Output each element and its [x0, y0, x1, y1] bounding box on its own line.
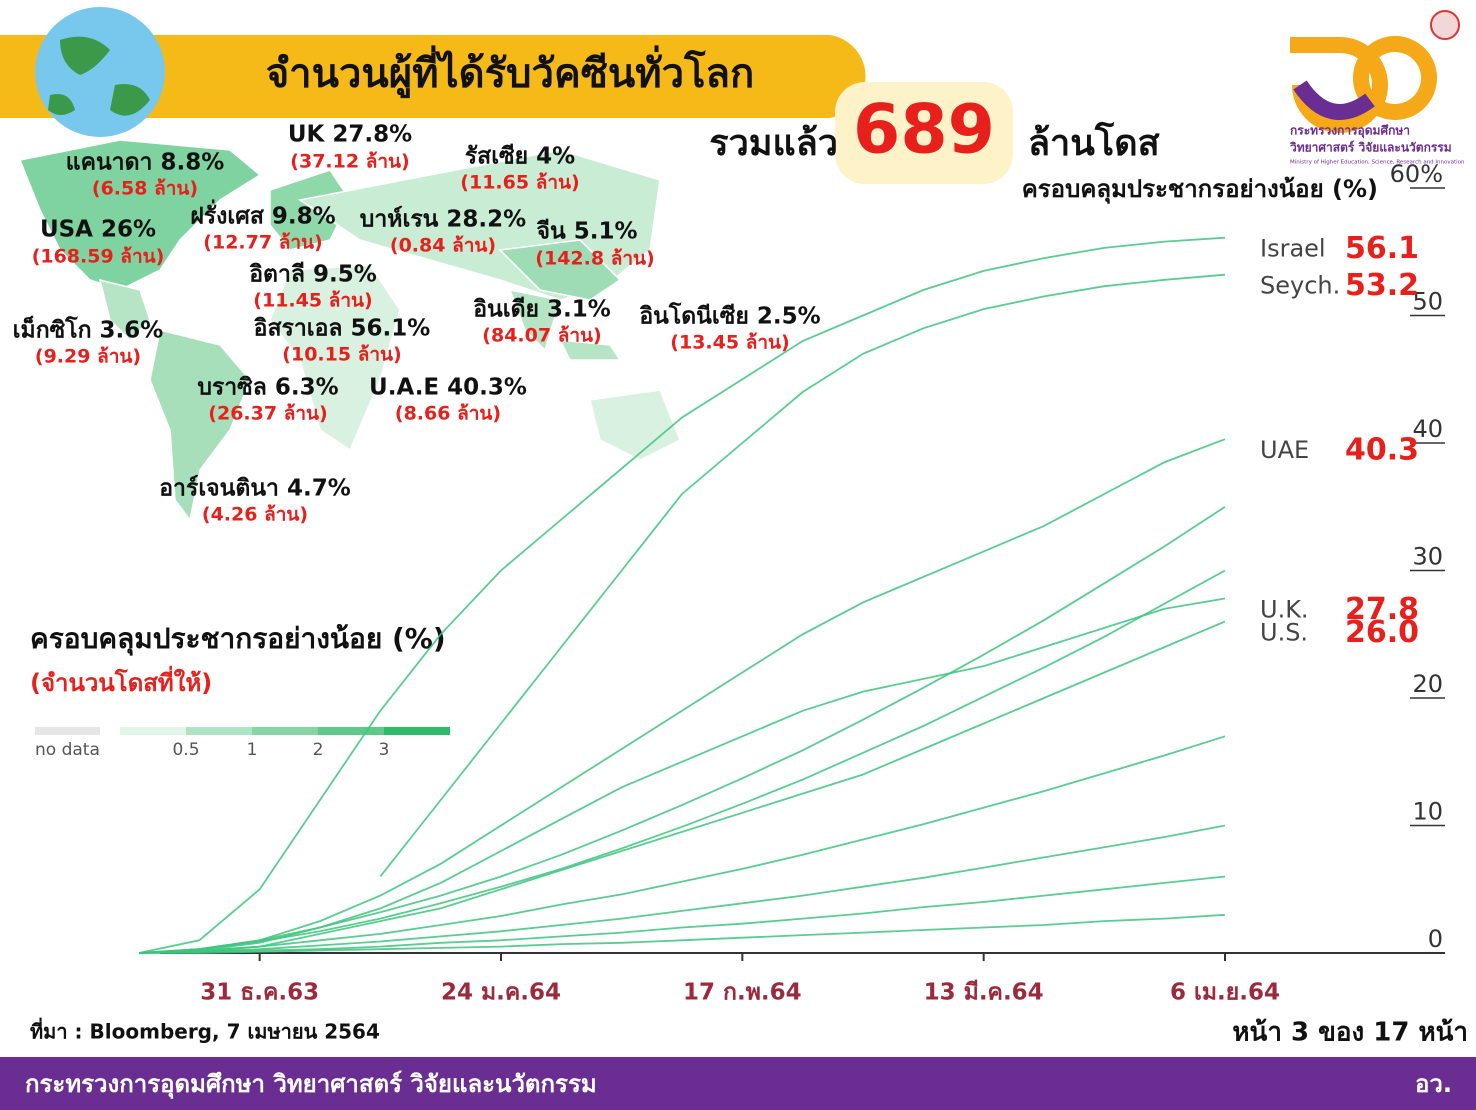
- series-name-label: Seych.: [1260, 272, 1340, 300]
- map-dose-label: (4.26 ล้าน): [202, 504, 308, 526]
- legend-tick: 1: [247, 740, 258, 760]
- footer-ministry: กระทรวงการอุดมศึกษา วิทยาศาสตร์ วิจัยและ…: [25, 1070, 597, 1100]
- map-country-label: USA 26%: [40, 217, 156, 243]
- map-dose-label: (37.12 ล้าน): [290, 151, 409, 173]
- legend-swatch: [252, 727, 318, 735]
- map-country-label: U.A.E 40.3%: [369, 375, 527, 401]
- map-country-label: อินโดนีเซีย 2.5%: [639, 302, 820, 330]
- legend-title: ครอบคลุมประชากรอย่างน้อย (%): [30, 622, 446, 656]
- map-dose-label: (9.29 ล้าน): [35, 346, 141, 368]
- logo-line2: วิทยาศาสตร์ วิจัยและนวัตกรรม: [1290, 141, 1452, 155]
- series-line: [138, 236, 1226, 954]
- series-line: [138, 875, 1226, 954]
- legend-tick: 2: [313, 740, 324, 760]
- page-number: หน้า 3 ของ 17 หน้า: [1232, 1018, 1468, 1048]
- x-tick-label: 6 เม.ย.64: [1170, 980, 1280, 1006]
- map-dose-label: (13.45 ล้าน): [670, 332, 789, 354]
- logo: [1290, 10, 1460, 133]
- map-dose-label: (26.37 ล้าน): [208, 403, 327, 425]
- map-dose-label: (142.8 ล้าน): [535, 248, 654, 270]
- series-name-label: U.K.: [1260, 596, 1309, 624]
- map-country-label: ฝรั่งเศส 9.8%: [190, 199, 335, 230]
- map-dose-label: (6.58 ล้าน): [92, 178, 198, 200]
- total-badge: [835, 82, 1013, 184]
- series-line: [138, 438, 1226, 954]
- map-country-label: อินเดีย 3.1%: [473, 297, 611, 323]
- series-value-label: 40.3: [1345, 433, 1419, 468]
- series-line: [138, 735, 1226, 954]
- series-value-label: 53.2: [1345, 268, 1419, 303]
- x-tick-label: 24 ม.ค.64: [441, 980, 561, 1006]
- legend-subtitle: (จำนวนโดสที่ให้): [30, 665, 212, 697]
- world-map: [18, 139, 681, 522]
- legend-swatch: [186, 727, 252, 735]
- legend-swatch: [120, 727, 186, 735]
- map-country-label: UK 27.8%: [288, 122, 412, 148]
- map-country-label: อิสราเอล 56.1%: [253, 316, 430, 342]
- map-dose-label: (12.77 ล้าน): [203, 232, 322, 254]
- y-tick-label: 40: [1412, 415, 1443, 443]
- map-country-label: อิตาลี 9.5%: [249, 262, 377, 288]
- legend-no-data: no data: [35, 740, 100, 760]
- series-line: [138, 620, 1226, 954]
- logo-line3: Ministry of Higher Education, Science, R…: [1290, 160, 1465, 166]
- series-name-label: U.S.: [1260, 619, 1308, 647]
- map-dose-label: (84.07 ล้าน): [482, 325, 601, 347]
- map-country-label: เม็กซิโก 3.6%: [13, 315, 164, 344]
- series-line: [379, 273, 1226, 878]
- legend-tick: 0.5: [172, 740, 199, 760]
- map-country-label: บาห์เรน 28.2%: [360, 206, 526, 233]
- legend-nodata-swatch: [35, 727, 100, 735]
- footer-abbr: อว.: [1415, 1070, 1452, 1098]
- legend-swatch: [384, 727, 450, 735]
- header-bar: [0, 35, 866, 118]
- source: ที่มา : Bloomberg, 7 เมษายน 2564: [30, 1017, 380, 1044]
- y-tick-label: 0: [1428, 925, 1443, 953]
- x-tick-label: 13 มี.ค.64: [924, 980, 1044, 1006]
- map-country-label: บราซิล 6.3%: [197, 375, 338, 401]
- header-title: จำนวนผู้ที่ได้รับวัคซีนทั่วโลก: [266, 45, 755, 98]
- total-value: 689: [853, 91, 995, 170]
- x-tick-label: 17 ก.พ.64: [683, 980, 802, 1006]
- series-value-label: 56.1: [1345, 231, 1419, 266]
- y-tick-label: 60%: [1390, 160, 1443, 188]
- chart-title: ครอบคลุมประชากรอย่างน้อย (%): [1022, 175, 1378, 205]
- map-country-label: อาร์เจนตินา 4.7%: [159, 475, 351, 502]
- y-tick-label: 50: [1412, 288, 1443, 316]
- series-line: [139, 913, 1226, 954]
- map-country-label: แคนาดา 8.8%: [66, 150, 225, 176]
- y-tick-label: 30: [1412, 543, 1443, 571]
- map-dose-label: (10.15 ล้าน): [282, 344, 401, 366]
- map-dose-label: (11.65 ล้าน): [460, 172, 579, 194]
- globe-icon: [35, 7, 165, 137]
- legend-swatch: [318, 727, 384, 735]
- map-dose-label: (11.45 ล้าน): [253, 290, 372, 312]
- series-line: [138, 824, 1226, 954]
- total-prefix: รวมแล้ว: [709, 123, 838, 164]
- map-dose-label: (168.59 ล้าน): [32, 246, 165, 268]
- y-tick-label: 20: [1412, 670, 1443, 698]
- total-suffix: ล้านโดส: [1028, 121, 1160, 164]
- map-country-label: จีน 5.1%: [536, 219, 638, 245]
- y-tick-label: 10: [1412, 798, 1443, 826]
- series-name-label: Israel: [1260, 235, 1326, 263]
- series-line: [138, 569, 1226, 954]
- map-country-label: รัสเซีย 4%: [465, 144, 575, 170]
- globe-land: [48, 36, 150, 116]
- x-tick-label: 31 ธ.ค.63: [200, 980, 319, 1006]
- footer-bar: [0, 1057, 1476, 1110]
- series-name-label: UAE: [1260, 436, 1309, 464]
- series-line: [138, 506, 1226, 954]
- map-dose-label: (0.84 ล้าน): [390, 235, 496, 257]
- logo-line1: กระทรวงการอุดมศึกษา: [1290, 124, 1410, 139]
- series-value-label: 26.0: [1345, 615, 1419, 650]
- map-dose-label: (8.66 ล้าน): [395, 403, 501, 425]
- legend-tick: 3: [379, 740, 390, 760]
- series-value-label: 27.8: [1345, 592, 1419, 627]
